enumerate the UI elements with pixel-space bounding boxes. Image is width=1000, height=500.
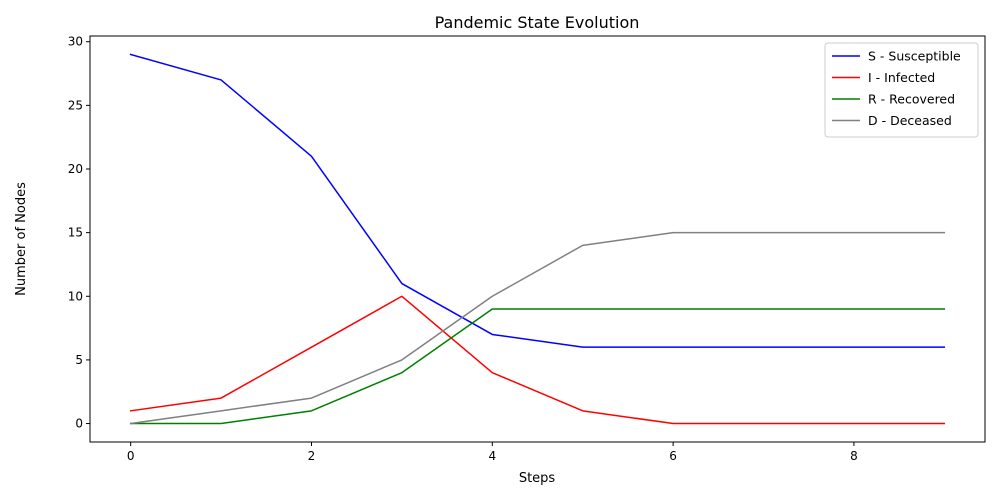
y-axis-label: Number of Nodes — [14, 182, 29, 296]
series-line-2 — [129, 308, 946, 425]
legend-box — [824, 42, 979, 138]
series-line-1 — [129, 295, 946, 425]
legend-entry-1: I - Infected — [868, 70, 935, 85]
y-tick-label: 5 — [75, 353, 83, 367]
y-axis-ticks: 0 5 10 15 20 25 30 — [68, 35, 90, 431]
x-tick-label: 6 — [669, 449, 677, 463]
y-tick-label: 0 — [75, 417, 83, 431]
x-axis-ticks: 0 2 4 6 8 — [127, 442, 858, 463]
series-line-0 — [129, 53, 946, 348]
y-tick-label: 25 — [68, 98, 83, 112]
y-tick-label: 30 — [68, 35, 83, 49]
series-line-3 — [129, 231, 946, 425]
chart-title: Pandemic State Evolution — [435, 13, 640, 32]
legend-entry-0: S - Susceptible — [868, 49, 961, 64]
plot-area-frame — [89, 35, 986, 443]
y-tick-label: 10 — [68, 289, 83, 303]
x-axis-label: Steps — [519, 471, 556, 486]
x-tick-label: 2 — [308, 449, 316, 463]
series-lines — [129, 53, 946, 425]
legend-entry-2: R - Recovered — [868, 92, 955, 107]
x-tick-label: 0 — [127, 449, 135, 463]
legend-entry-3: D - Deceased — [868, 113, 952, 128]
legend: S - Susceptible I - Infected R - Recovered… — [824, 42, 979, 138]
x-tick-label: 4 — [488, 449, 496, 463]
x-tick-label: 8 — [850, 449, 858, 463]
y-tick-label: 15 — [68, 226, 83, 240]
y-tick-label: 20 — [68, 162, 83, 176]
